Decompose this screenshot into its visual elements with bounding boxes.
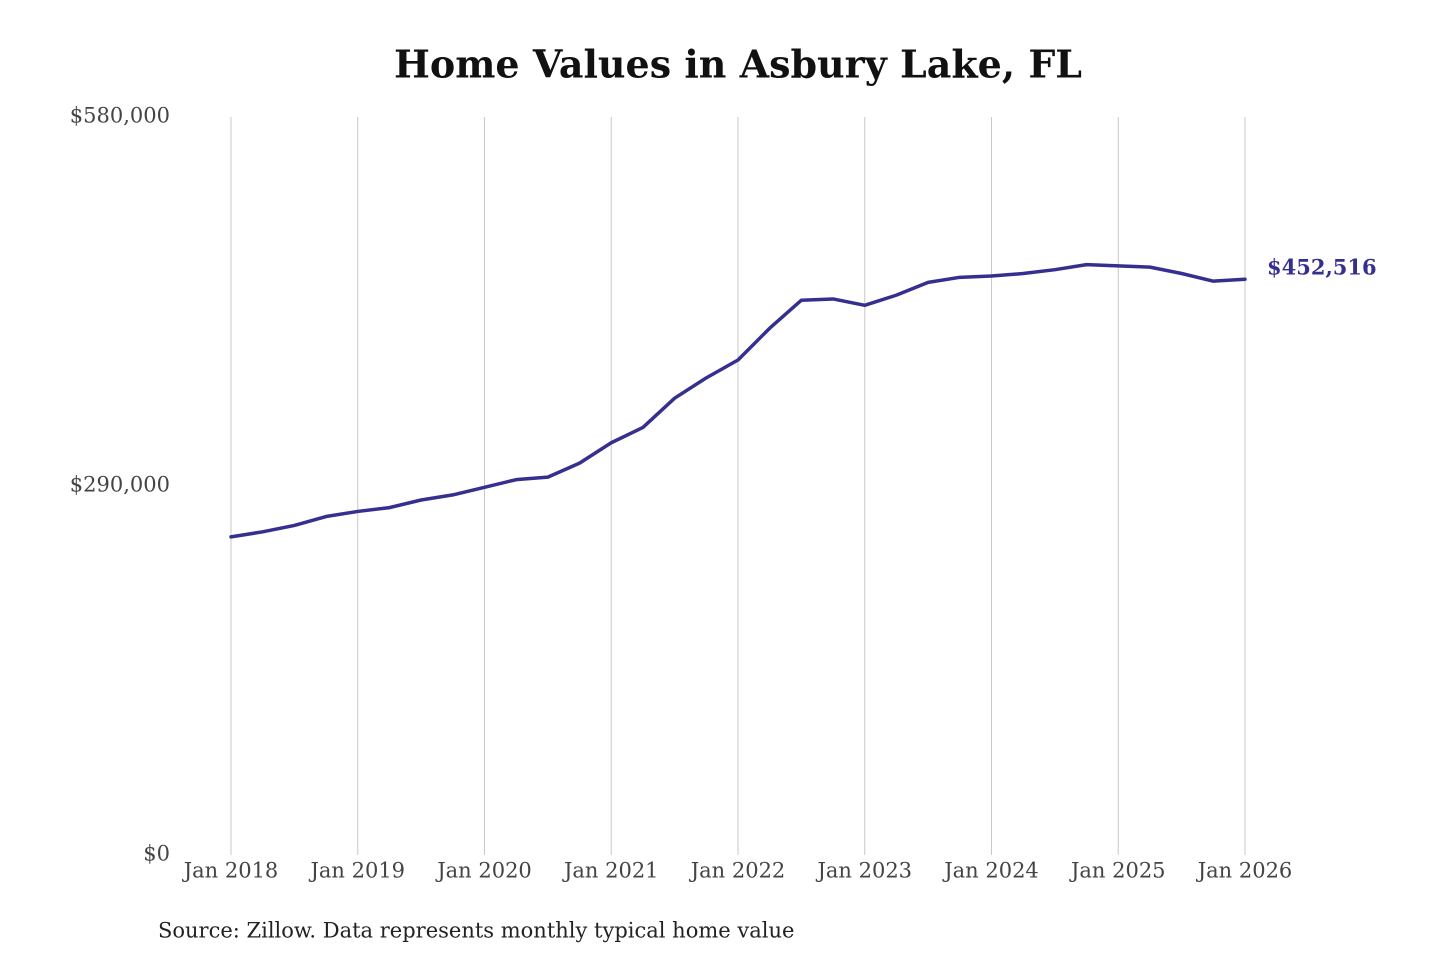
x-tick-label: Jan 2018	[182, 859, 279, 883]
x-tick-label: Jan 2019	[308, 859, 405, 883]
x-tick-label: Jan 2020	[435, 859, 532, 883]
y-tick-label: $580,000	[70, 104, 170, 128]
y-tick-label: $290,000	[70, 473, 170, 497]
source-note: Source: Zillow. Data represents monthly …	[158, 919, 794, 943]
x-tick-label: Jan 2022	[689, 859, 786, 883]
chart-title: Home Values in Asbury Lake, FL	[394, 42, 1082, 87]
x-tick-label: Jan 2021	[562, 859, 659, 883]
series-line	[229, 262, 1247, 539]
x-tick-label: Jan 2025	[1069, 859, 1166, 883]
value-label: $452,516	[1267, 255, 1377, 280]
x-tick-label: Jan 2023	[815, 859, 912, 883]
x-tick-label: Jan 2024	[942, 859, 1039, 883]
x-tick-label: Jan 2026	[1196, 859, 1293, 883]
y-tick-label: $0	[143, 842, 170, 866]
